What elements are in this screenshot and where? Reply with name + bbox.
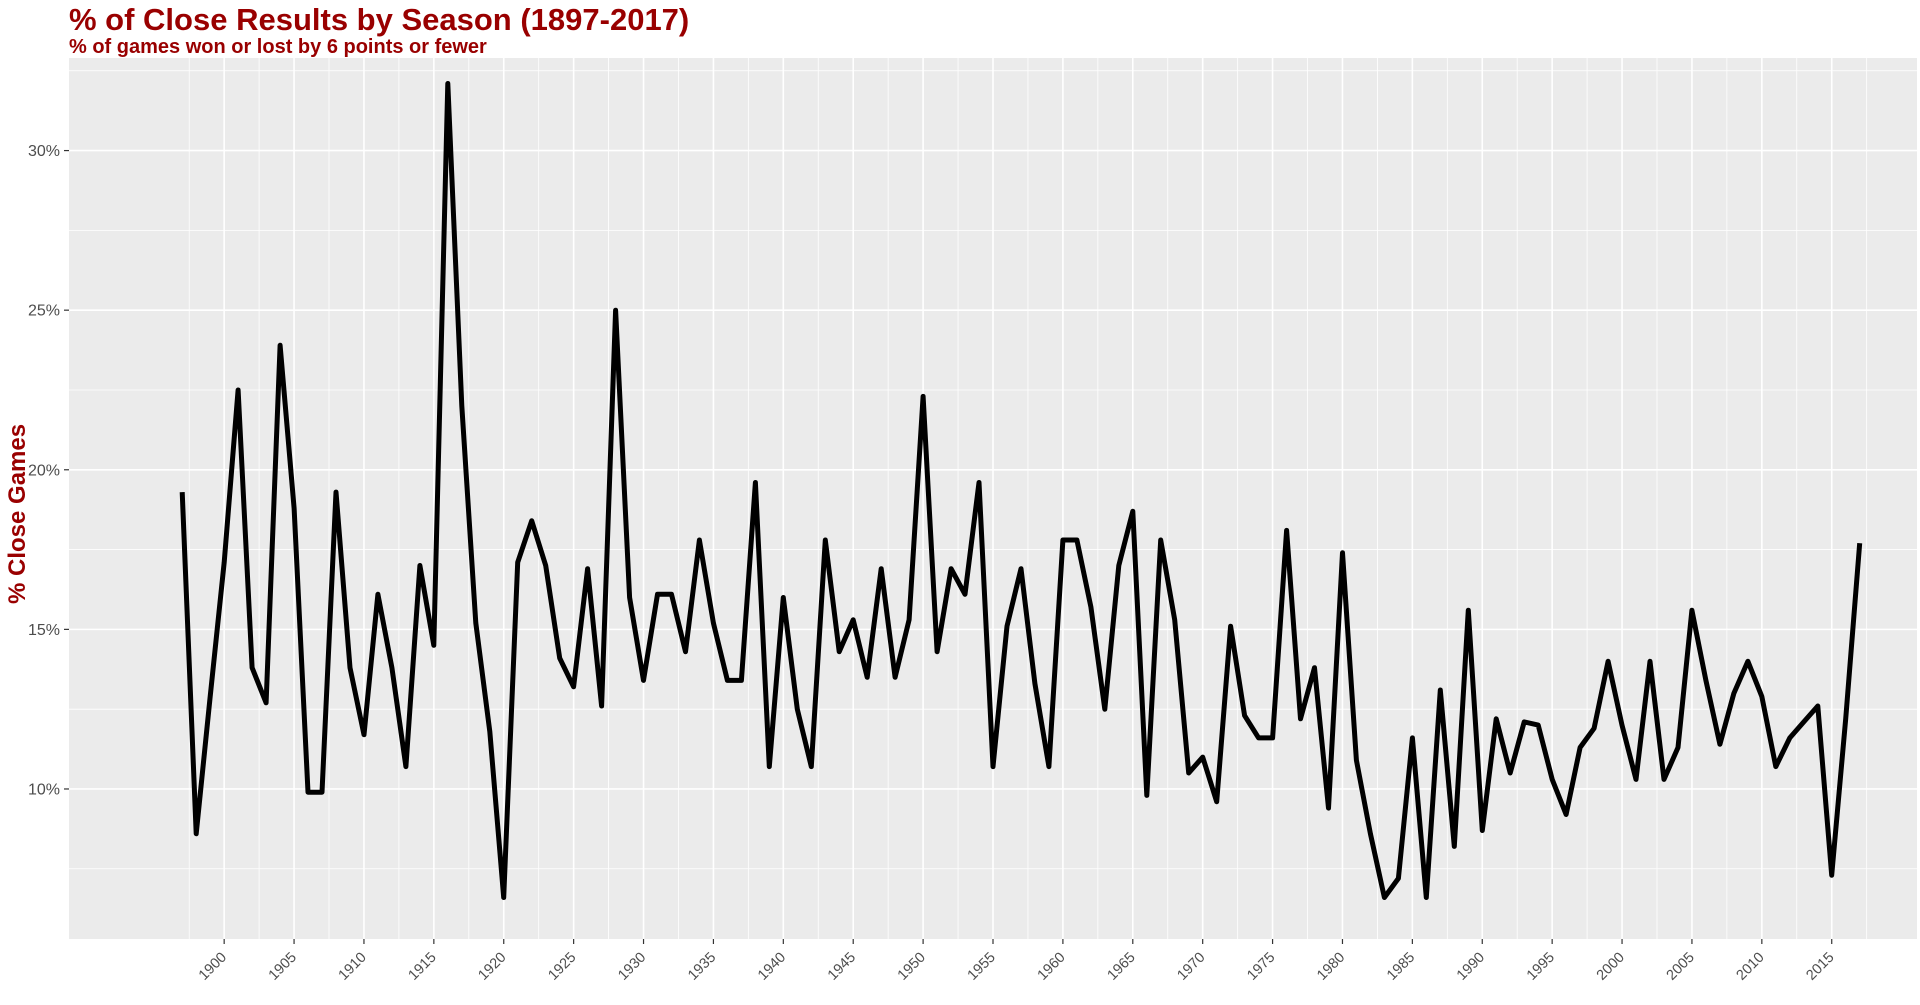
x-tick-label: 1925 xyxy=(545,950,579,984)
y-tick-label: 20% xyxy=(28,462,60,479)
series-layer xyxy=(179,81,1863,900)
x-tick-label: 1935 xyxy=(685,950,719,984)
x-tick-label: 1970 xyxy=(1174,950,1208,984)
chart-title: % of Close Results by Season (1897-2017) xyxy=(69,2,690,37)
x-tick-label: 1985 xyxy=(1384,950,1418,984)
chart-subtitle: % of games won or lost by 6 points or fe… xyxy=(69,36,487,58)
y-axis: 10% 15% 20% 25% 30% xyxy=(28,143,69,798)
x-tick-label: 1960 xyxy=(1035,950,1069,984)
x-tick-label: 1975 xyxy=(1244,950,1278,984)
y-tick-label: 30% xyxy=(28,143,60,160)
grid-major xyxy=(69,58,1917,939)
series-line xyxy=(179,81,1863,900)
x-tick-label: 2015 xyxy=(1803,950,1837,984)
x-tick-label: 1995 xyxy=(1524,950,1558,984)
x-tick-label: 1965 xyxy=(1104,950,1138,984)
y-tick-label: 25% xyxy=(28,303,60,320)
x-tick-label: 1980 xyxy=(1314,950,1348,984)
x-tick-label: 1990 xyxy=(1454,950,1488,984)
x-tick-label: 1955 xyxy=(965,950,999,984)
y-tick-label: 10% xyxy=(28,781,60,798)
x-tick-label: 1900 xyxy=(196,950,230,984)
x-tick-label: 2000 xyxy=(1594,950,1628,984)
x-tick-label: 1915 xyxy=(406,950,440,984)
x-tick-label: 1940 xyxy=(755,950,789,984)
x-tick-label: 1950 xyxy=(895,950,929,984)
x-tick-label: 1945 xyxy=(825,950,859,984)
x-tick-label: 2005 xyxy=(1664,950,1698,984)
y-tick-label: 15% xyxy=(28,622,60,639)
x-tick-label: 2010 xyxy=(1734,950,1768,984)
x-tick-label: 1930 xyxy=(615,950,649,984)
x-tick-label: 1905 xyxy=(266,950,300,984)
x-tick-label: 1910 xyxy=(336,950,370,984)
x-tick-label: 1920 xyxy=(475,950,509,984)
x-axis: 1900 1905 1910 1915 1920 1925 1930 1935 1940 1945… xyxy=(196,939,1838,984)
